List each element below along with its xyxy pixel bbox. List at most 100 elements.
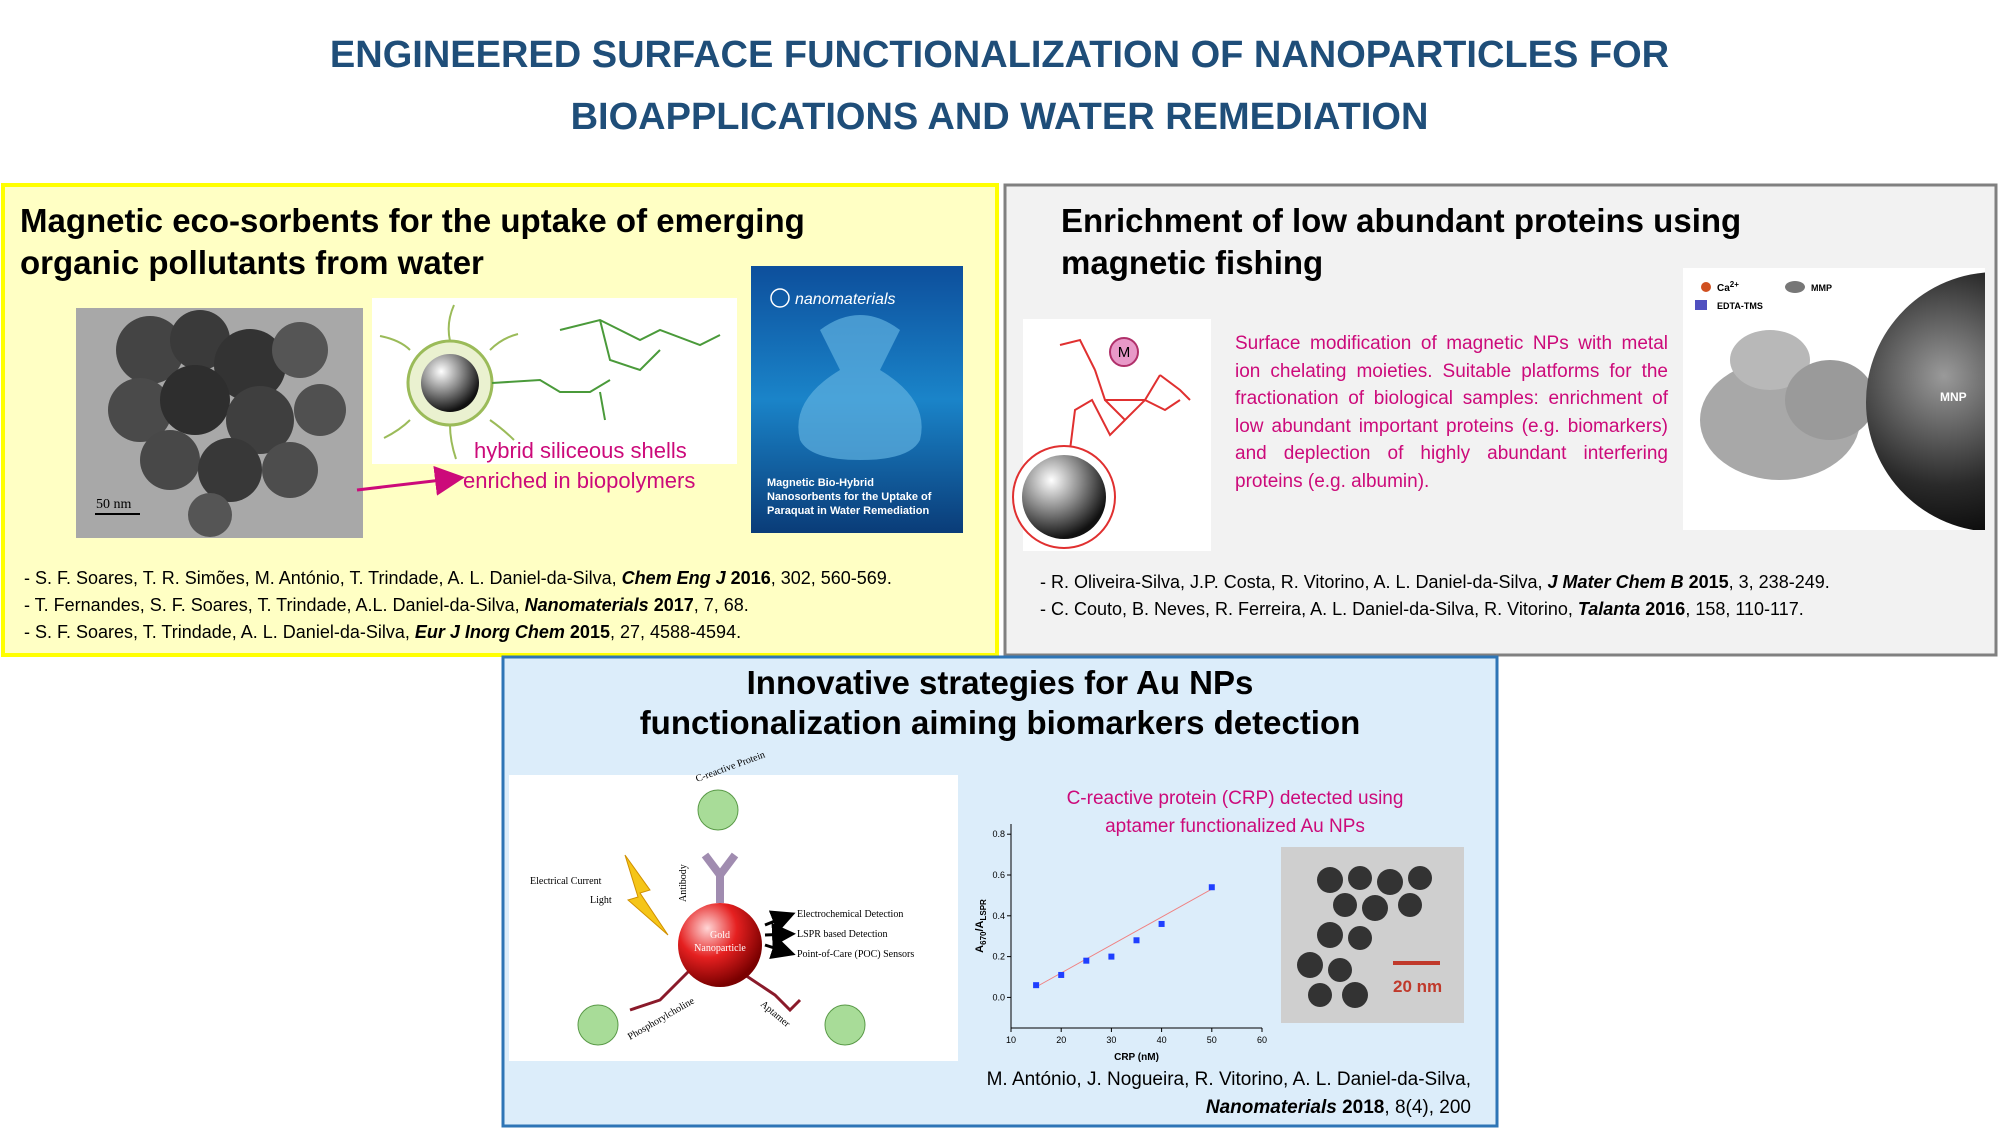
- year: 2018: [1342, 1097, 1385, 1118]
- references: - S. F. Soares, T. R. Simões, M. António…: [24, 565, 892, 646]
- references: - R. Oliveira-Silva, J.P. Costa, R. Vito…: [1040, 569, 1830, 623]
- journal: Talanta: [1577, 599, 1641, 619]
- tem-image: 20 nm: [1281, 847, 1464, 1023]
- cover-title: Magnetic Bio-Hybrid: [767, 477, 874, 489]
- reference: - S. F. Soares, T. R. Simões, M. António…: [24, 565, 892, 592]
- metal-label: M: [1118, 344, 1131, 361]
- panel-heading: Enrichment of low abundant proteins usin…: [1061, 202, 1742, 239]
- data-point: [1033, 982, 1040, 989]
- plot-title: C-reactive protein (CRP) detected using: [1067, 788, 1404, 809]
- journal: Nanomaterials: [1205, 1097, 1337, 1118]
- y-tick-label: 0.4: [992, 911, 1005, 921]
- y-tick-label: 0.8: [992, 829, 1005, 839]
- details: , 158, 110-117.: [1685, 599, 1804, 619]
- annotation: enriched in biopolymers: [463, 468, 695, 493]
- reference: - C. Couto, B. Neves, R. Ferreira, A. L.…: [1040, 596, 1830, 623]
- annotation: hybrid siliceous shells: [474, 438, 687, 463]
- journal: Eur J Inorg Chem: [414, 622, 565, 642]
- year: 2015: [1688, 572, 1729, 592]
- legend-label: Ca: [1717, 283, 1730, 294]
- protein-image: Ca2+ EDTA-TMS MMP MNP: [1683, 268, 1985, 530]
- data-point: [1133, 937, 1140, 944]
- gold-scheme: Gold Nanoparticle C-reactive Protein Ant…: [509, 750, 958, 1061]
- detection-label: Electrochemical Detection: [797, 909, 903, 920]
- details: , 3, 238-249.: [1728, 572, 1830, 592]
- plot-title: aptamer functionalized Au NPs: [1105, 816, 1365, 837]
- legend-label: EDTA-TMS: [1717, 301, 1763, 311]
- reference: - R. Oliveira-Silva, J.P. Costa, R. Vito…: [1040, 569, 1830, 596]
- y-tick-label: 0.0: [992, 992, 1005, 1002]
- detection-label: LSPR based Detection: [797, 929, 888, 940]
- details: , 8(4), 200: [1384, 1097, 1471, 1118]
- reference: M. António, J. Nogueira, R. Vitorino, A.…: [503, 1066, 1471, 1122]
- particle-label: MNP: [1940, 390, 1967, 404]
- citation: Nanomaterials 2018, 8(4), 200: [503, 1094, 1471, 1122]
- y-tick-label: 0.6: [992, 870, 1005, 880]
- year: 2017: [653, 595, 694, 615]
- reference: - T. Fernandes, S. F. Soares, T. Trindad…: [24, 592, 892, 619]
- data-point: [1083, 957, 1090, 964]
- tem-image: 50 nm: [76, 308, 363, 538]
- cover-title: Paraquat in Water Remediation: [767, 505, 929, 517]
- y-tick-label: 0.2: [992, 952, 1005, 962]
- data-point: [1058, 971, 1065, 978]
- data-point: [1208, 884, 1215, 891]
- data-point: [1108, 953, 1115, 960]
- particle-label: Gold: [710, 930, 730, 941]
- particle-label: Nanoparticle: [694, 943, 746, 954]
- description: Surface modification of magnetic NPs wit…: [1235, 333, 1668, 492]
- y-axis-label-part: A: [974, 945, 986, 953]
- y-axis-label-part: /A: [974, 920, 986, 931]
- legend-label: MMP: [1811, 283, 1832, 293]
- journal: J Mater Chem B: [1547, 572, 1684, 592]
- title: ENGINEERED SURFACE FUNCTIONALIZATION OF …: [329, 34, 1670, 76]
- year: 2016: [1645, 599, 1686, 619]
- cover-journal: nanomaterials: [795, 291, 896, 308]
- x-tick-label: 40: [1157, 1035, 1167, 1045]
- scale-bar-label: 50 nm: [96, 497, 132, 512]
- data-point: [1158, 920, 1165, 927]
- arrow: [356, 465, 465, 496]
- detection-label: Point-of-Care (POC) Sensors: [797, 949, 914, 960]
- cover-title: Nanosorbents for the Uptake of: [767, 491, 932, 503]
- plot: 10 20 30 40 50 60 0.0 0.2 0.4 0.6 0.8 CRP (nM) A670/…: [974, 824, 1267, 1063]
- journal: Chem Eng J: [621, 568, 726, 588]
- panel-heading: Magnetic eco-sorbents for the uptake of …: [20, 202, 805, 239]
- legend-label: Ca2+: [1717, 280, 1739, 294]
- y-axis-label-part: LSPR: [979, 899, 988, 921]
- details: , 302, 560-569.: [770, 568, 892, 588]
- x-tick-label: 10: [1006, 1035, 1016, 1045]
- light-label: Light: [590, 895, 612, 906]
- panel-heading: magnetic fishing: [1061, 244, 1324, 281]
- authors: M. António, J. Nogueira, R. Vitorino, A.…: [986, 1069, 1471, 1090]
- title: BIOAPPLICATIONS AND WATER REMEDIATION: [570, 96, 1429, 138]
- scale-bar-label: 20 nm: [1393, 977, 1442, 996]
- authors: - S. F. Soares, T. R. Simões, M. António…: [24, 568, 617, 588]
- legend-label: 2+: [1730, 280, 1739, 289]
- chelate-diagram: M: [1012, 319, 1211, 551]
- particle-diagram: [372, 298, 737, 464]
- current-label: Electrical Current: [530, 876, 602, 887]
- x-tick-label: 30: [1106, 1035, 1116, 1045]
- authors: - R. Oliveira-Silva, J.P. Costa, R. Vito…: [1040, 572, 1543, 592]
- panel-heading: organic pollutants from water: [20, 244, 484, 281]
- reference: - S. F. Soares, T. Trindade, A. L. Danie…: [24, 619, 892, 646]
- authors: - C. Couto, B. Neves, R. Ferreira, A. L.…: [1040, 599, 1573, 619]
- panel-heading: functionalization aiming biomarkers dete…: [639, 704, 1361, 741]
- details: , 7, 68.: [693, 595, 749, 615]
- fit-line: [1035, 888, 1213, 988]
- details: , 27, 4588-4594.: [609, 622, 742, 642]
- panel-heading: Innovative strategies for Au NPs: [746, 664, 1254, 701]
- x-tick-label: 60: [1257, 1035, 1267, 1045]
- authors: - S. F. Soares, T. Trindade, A. L. Danie…: [24, 622, 410, 642]
- x-axis-label: CRP (nM): [1114, 1052, 1159, 1063]
- journal-cover: nanomaterials Magnetic Bio-Hybrid Nanoso…: [751, 266, 963, 533]
- x-tick-label: 20: [1056, 1035, 1066, 1045]
- year: 2015: [569, 622, 610, 642]
- antibody-label: Antibody: [678, 864, 689, 902]
- journal: Nanomaterials: [524, 595, 649, 615]
- y-axis-label: A670/ALSPR: [974, 899, 988, 953]
